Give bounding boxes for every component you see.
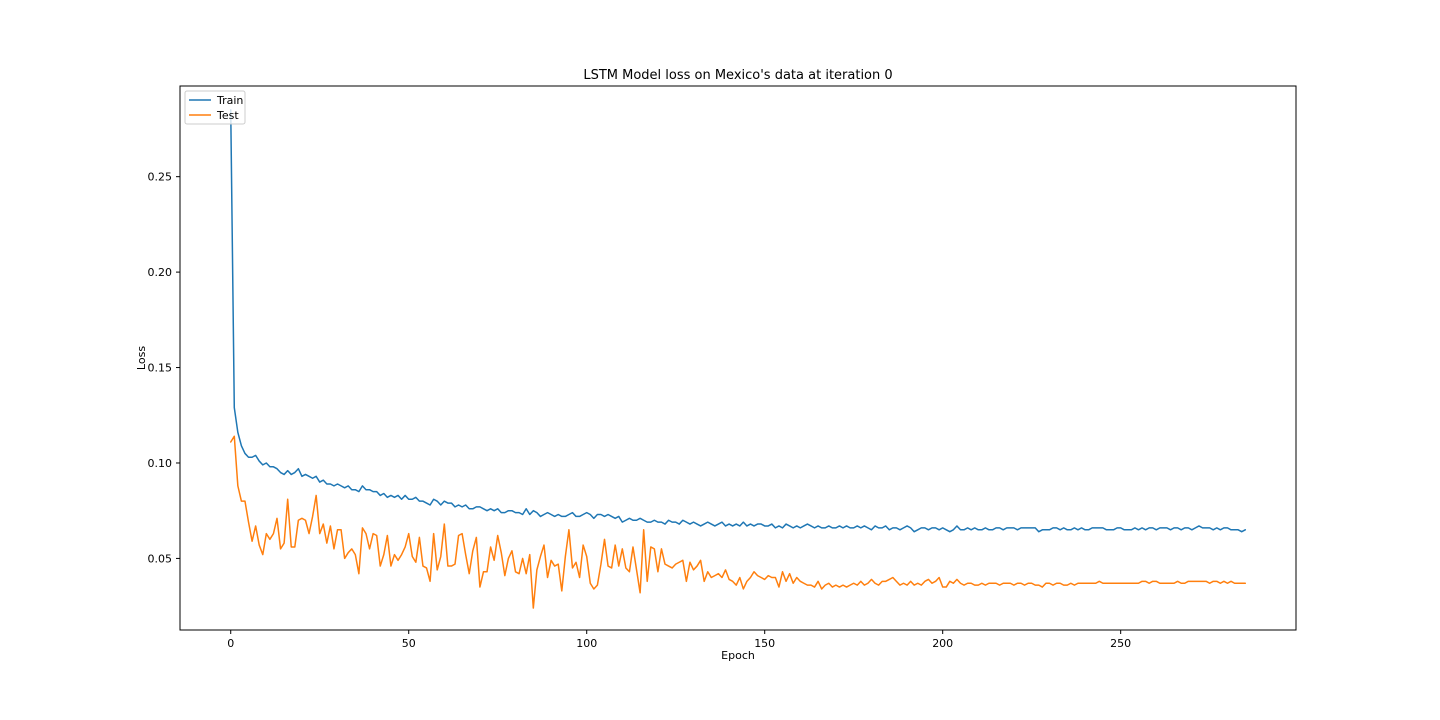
x-tick-label: 0 xyxy=(227,637,234,650)
x-tick-label: 100 xyxy=(576,637,597,650)
x-tick-label: 250 xyxy=(1110,637,1131,650)
series-layer xyxy=(229,109,1247,609)
plot-frame xyxy=(179,85,1297,631)
x-axis-title: Epoch xyxy=(721,649,755,662)
y-tick-label: 0.20 xyxy=(148,266,173,279)
y-axis: 0.05 0.10 0.15 0.20 0.25 xyxy=(148,171,180,565)
y-axis-title: Loss xyxy=(135,346,148,370)
legend-label-test: Test xyxy=(216,109,239,122)
x-tick-label: 50 xyxy=(402,637,416,650)
y-tick-label: 0.05 xyxy=(148,552,173,565)
x-axis: 0 50 100 150 200 250 xyxy=(227,630,1131,650)
series-line-test xyxy=(229,435,1247,609)
x-tick-label: 200 xyxy=(932,637,953,650)
y-tick-label: 0.10 xyxy=(148,457,173,470)
legend: Train Test xyxy=(184,90,246,125)
chart-title: LSTM Model loss on Mexico's data at iter… xyxy=(583,68,892,83)
series-line-train xyxy=(229,109,1247,533)
x-tick-label: 150 xyxy=(754,637,775,650)
legend-label-train: Train xyxy=(216,94,243,107)
y-tick-label: 0.25 xyxy=(148,171,173,184)
y-tick-label: 0.15 xyxy=(148,362,173,375)
